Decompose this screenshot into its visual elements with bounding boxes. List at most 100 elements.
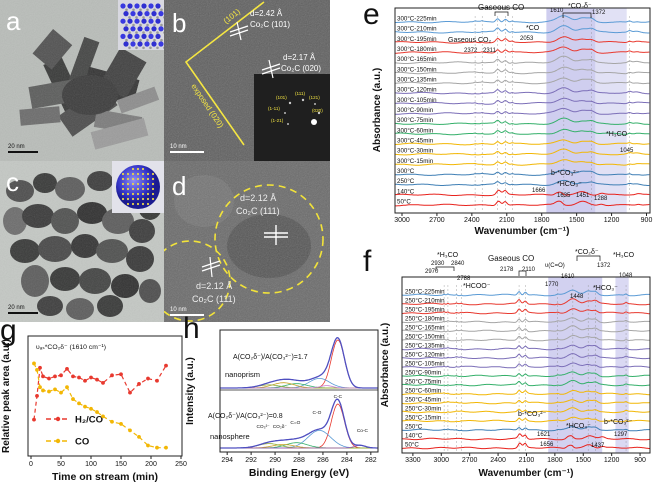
data-point bbox=[164, 445, 168, 450]
curve-label: 300°C-195min bbox=[397, 36, 437, 43]
curve-label: 300°C-135min bbox=[397, 77, 437, 84]
xps-envelope bbox=[220, 336, 378, 389]
sphere-surface-dot bbox=[136, 192, 140, 196]
data-point bbox=[53, 387, 57, 392]
spectrum-curve bbox=[401, 379, 650, 387]
sphere-surface-dot bbox=[151, 182, 155, 186]
annotation-label: 1656 bbox=[540, 442, 554, 448]
lattice-atom-gray bbox=[160, 8, 163, 12]
lattice-atom-gray bbox=[163, 16, 164, 19]
annotation-label: 2311 bbox=[483, 48, 497, 54]
svg-text:(101): (101) bbox=[276, 95, 287, 100]
x-axis-label: Wavenumber (cm⁻¹) bbox=[479, 468, 574, 479]
annotation-bracket bbox=[435, 266, 455, 271]
curve-label: 250°C bbox=[405, 424, 423, 431]
particle-outline-dashed bbox=[214, 184, 324, 294]
curve-label: 50°C bbox=[405, 442, 419, 449]
d-spacing-1: d=2.12 Å bbox=[240, 193, 276, 203]
data-point bbox=[53, 374, 57, 379]
lattice-atom-blue bbox=[123, 41, 129, 47]
annotation-label: *CO₂δ⁻ bbox=[575, 249, 599, 256]
data-point bbox=[41, 388, 45, 393]
d-spacing-1: d=2.42 Å bbox=[250, 9, 283, 18]
curve-label: 250°C-45min bbox=[405, 397, 442, 404]
data-point bbox=[71, 374, 75, 379]
lattice-atom-gray bbox=[139, 38, 142, 42]
legend-label: CO bbox=[75, 437, 89, 448]
lattice-atom-gray bbox=[132, 23, 135, 27]
curve-label: 300°C-30min bbox=[397, 148, 434, 155]
sphere-surface-dot bbox=[141, 182, 145, 186]
spectrum-curve bbox=[395, 139, 650, 146]
data-point bbox=[47, 389, 51, 394]
spectrum-curve bbox=[395, 87, 650, 95]
spectrum-curve bbox=[395, 179, 650, 187]
sphere-surface-dot bbox=[136, 172, 140, 176]
panel-f-drifts-250C: 250°C-225min 250°C-210min 250°C-195min 250°… bbox=[380, 249, 651, 479]
lattice-atom-blue bbox=[144, 41, 150, 47]
annotation-label: 2053 bbox=[520, 36, 534, 42]
data-point bbox=[128, 428, 132, 433]
spectrum-curve bbox=[395, 77, 650, 85]
x-axis-label: Wavenumber (cm⁻¹) bbox=[475, 226, 570, 237]
x-tick-label: 2400 bbox=[490, 457, 506, 464]
spectrum-curve bbox=[402, 442, 650, 450]
annotation-label: 1451 bbox=[576, 193, 590, 199]
curve-label: 250°C-120min bbox=[405, 352, 445, 359]
sample-name-label: nanoprism bbox=[225, 370, 260, 379]
sphere-surface-dot bbox=[126, 197, 130, 201]
curve-label: 250°C-225min bbox=[405, 289, 445, 296]
annotation-label: 1372 bbox=[597, 263, 611, 269]
exposed-facet-edge-lines bbox=[184, 1, 265, 146]
plot-box bbox=[27, 335, 183, 457]
annotation-label: 1610 bbox=[561, 274, 575, 280]
sphere-surface-dot bbox=[131, 167, 135, 171]
sphere-surface-dot bbox=[146, 177, 150, 181]
annotation-label: *HCO₃⁻ bbox=[566, 423, 591, 430]
data-point bbox=[83, 378, 87, 383]
annotation-label: 1297 bbox=[614, 432, 628, 438]
data-point bbox=[71, 397, 75, 401]
sphere-surface-dot bbox=[146, 202, 150, 206]
sphere-surface-dot bbox=[126, 202, 130, 206]
panel-e-drifts-300C: 300°C-225min 300°C-210min 300°C-195min 300°… bbox=[372, 3, 652, 237]
annotation-label: 1635 bbox=[557, 193, 571, 199]
curve-label: 300°C-105min bbox=[397, 97, 437, 104]
spectrum-curve bbox=[401, 399, 650, 405]
lattice-atom-gray bbox=[139, 23, 142, 27]
sphere-surface-dot bbox=[131, 182, 135, 186]
annotation-bracket bbox=[562, 12, 592, 18]
x-tick-label: 1200 bbox=[604, 217, 620, 224]
annotation-label: 1437 bbox=[591, 443, 605, 449]
legend-label: H₂/CO bbox=[75, 415, 103, 426]
spectrum-curve bbox=[394, 25, 650, 34]
annotation-label: Gaseous CO bbox=[488, 254, 534, 263]
data-point bbox=[77, 375, 81, 380]
annotation-label: b-*CO₃²⁻ bbox=[604, 419, 633, 426]
sphere-surface-dot bbox=[131, 172, 135, 176]
highlight-band bbox=[595, 8, 627, 213]
curve-label: 250°C-30min bbox=[405, 406, 442, 413]
curve-label: 300°C-15min bbox=[397, 158, 434, 165]
lattice-fringe-marker bbox=[261, 59, 281, 79]
data-point bbox=[32, 361, 36, 366]
data-point bbox=[83, 404, 87, 409]
spectrum-curve bbox=[395, 107, 650, 115]
annotation-bracket bbox=[576, 255, 601, 261]
annotation-label: *CO bbox=[526, 25, 540, 32]
panel-a-tem-nanoprisms: a 20 nm bbox=[0, 0, 164, 161]
annotation-label: 1045 bbox=[620, 148, 634, 154]
spectrum-curve bbox=[394, 55, 650, 64]
curve-label: 250°C-195min bbox=[405, 307, 445, 314]
sphere-surface-dot bbox=[131, 192, 135, 196]
panel-h-xps-c1s: A(CO₂δ⁻)/A(CO₃²⁻)=1.7 nanoprism A(CO₂δ⁻)/A… bbox=[185, 329, 379, 479]
spectrum-curve bbox=[395, 169, 650, 176]
data-point bbox=[65, 385, 69, 390]
data-line-0 bbox=[33, 365, 167, 420]
plot-annotation: υₐₛ*CO₂δ⁻ (1610 cm⁻¹) bbox=[36, 344, 106, 351]
lattice-atom-blue bbox=[144, 26, 150, 32]
annotation-label: b-*CO₃²⁻ bbox=[518, 411, 547, 418]
data-point bbox=[41, 374, 45, 379]
sphere-surface-dot bbox=[141, 192, 145, 196]
